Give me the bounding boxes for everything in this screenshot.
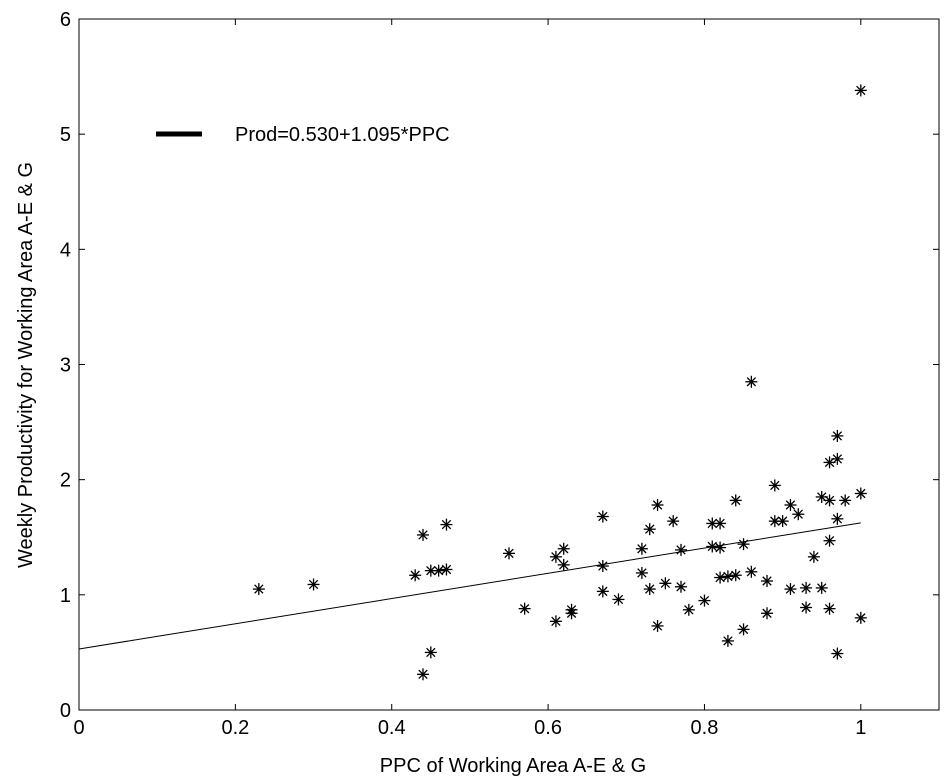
data-point <box>839 494 852 507</box>
x-axis-title: PPC of Working Area A-E & G <box>380 755 646 777</box>
data-point <box>596 510 609 523</box>
data-point <box>815 490 828 503</box>
data-points <box>252 84 867 681</box>
data-point <box>596 560 609 573</box>
data-point <box>659 577 672 590</box>
data-point <box>682 603 695 616</box>
x-tick-label: 1 <box>855 717 866 739</box>
data-point <box>831 647 844 660</box>
data-point <box>854 84 867 97</box>
data-point <box>549 615 562 628</box>
data-point <box>737 538 750 551</box>
data-point <box>440 563 453 576</box>
data-point <box>854 487 867 500</box>
plot-frame <box>78 18 940 711</box>
data-point <box>761 607 773 620</box>
data-point <box>596 585 609 598</box>
data-point <box>800 581 813 594</box>
data-point <box>784 583 797 596</box>
data-point <box>714 571 727 584</box>
data-point <box>745 565 758 578</box>
data-point <box>831 452 844 465</box>
data-point <box>557 542 570 555</box>
data-point <box>800 601 813 614</box>
data-point <box>643 583 656 596</box>
legend-label: Prod=0.530+1.095*PPC <box>235 124 450 146</box>
data-point <box>698 594 711 607</box>
data-point <box>823 494 836 507</box>
data-point <box>307 578 320 591</box>
data-point <box>518 602 531 615</box>
data-point <box>721 570 734 583</box>
data-point <box>557 558 570 571</box>
data-point <box>440 518 453 531</box>
regression-line <box>78 522 861 650</box>
data-point <box>714 517 727 530</box>
y-tick-label: 3 <box>60 355 71 377</box>
data-point <box>643 523 656 536</box>
data-point <box>651 619 664 632</box>
y-tick-label: 2 <box>60 470 71 492</box>
y-tick-label: 5 <box>60 124 71 146</box>
data-point <box>667 515 680 528</box>
data-point <box>252 583 265 596</box>
data-point <box>612 593 625 606</box>
data-point <box>417 668 429 681</box>
x-tick-label: 0.6 <box>534 717 562 739</box>
data-point <box>503 547 515 560</box>
data-point <box>635 542 648 555</box>
data-point <box>714 541 727 554</box>
data-point <box>424 646 437 659</box>
data-point <box>768 479 781 492</box>
data-point <box>706 540 719 553</box>
axis-ticks <box>78 18 939 711</box>
data-point <box>675 543 687 556</box>
y-tick-label: 1 <box>60 585 71 607</box>
data-point <box>706 517 719 530</box>
data-point <box>807 550 820 563</box>
x-tick-label: 0.4 <box>378 717 406 739</box>
y-tick-label: 6 <box>60 9 71 31</box>
data-point <box>854 611 867 624</box>
data-point <box>635 566 648 579</box>
data-point <box>768 515 781 528</box>
y-axis-title: Weekly Productivity for Working Area A-E… <box>15 162 37 568</box>
data-point <box>729 569 742 582</box>
data-point <box>823 602 836 615</box>
data-point <box>721 634 734 647</box>
data-point <box>831 512 844 525</box>
data-point <box>409 569 422 582</box>
data-point <box>776 515 789 528</box>
data-point <box>432 564 445 577</box>
data-point <box>737 623 750 636</box>
data-point <box>417 528 429 541</box>
x-tick-label: 0.8 <box>691 717 719 739</box>
data-point <box>792 508 805 521</box>
legend: Prod=0.530+1.095*PPC <box>156 124 450 146</box>
y-tick-label: 4 <box>60 239 71 261</box>
data-point <box>651 499 664 512</box>
data-point <box>745 375 758 388</box>
data-point <box>815 581 828 594</box>
data-point <box>565 607 578 620</box>
y-tick-label: 0 <box>60 700 71 722</box>
data-point <box>784 499 797 512</box>
data-point <box>675 580 687 593</box>
axis-tick-labels: 0 0.2 0.4 0.6 0.8 1 0 1 2 3 4 5 6 <box>60 9 867 739</box>
data-point <box>729 494 742 507</box>
x-tick-label: 0.2 <box>221 717 249 739</box>
data-point <box>549 550 562 563</box>
data-point <box>761 575 773 588</box>
x-tick-label: 0 <box>73 717 84 739</box>
data-point <box>823 534 836 547</box>
data-point <box>831 429 844 442</box>
